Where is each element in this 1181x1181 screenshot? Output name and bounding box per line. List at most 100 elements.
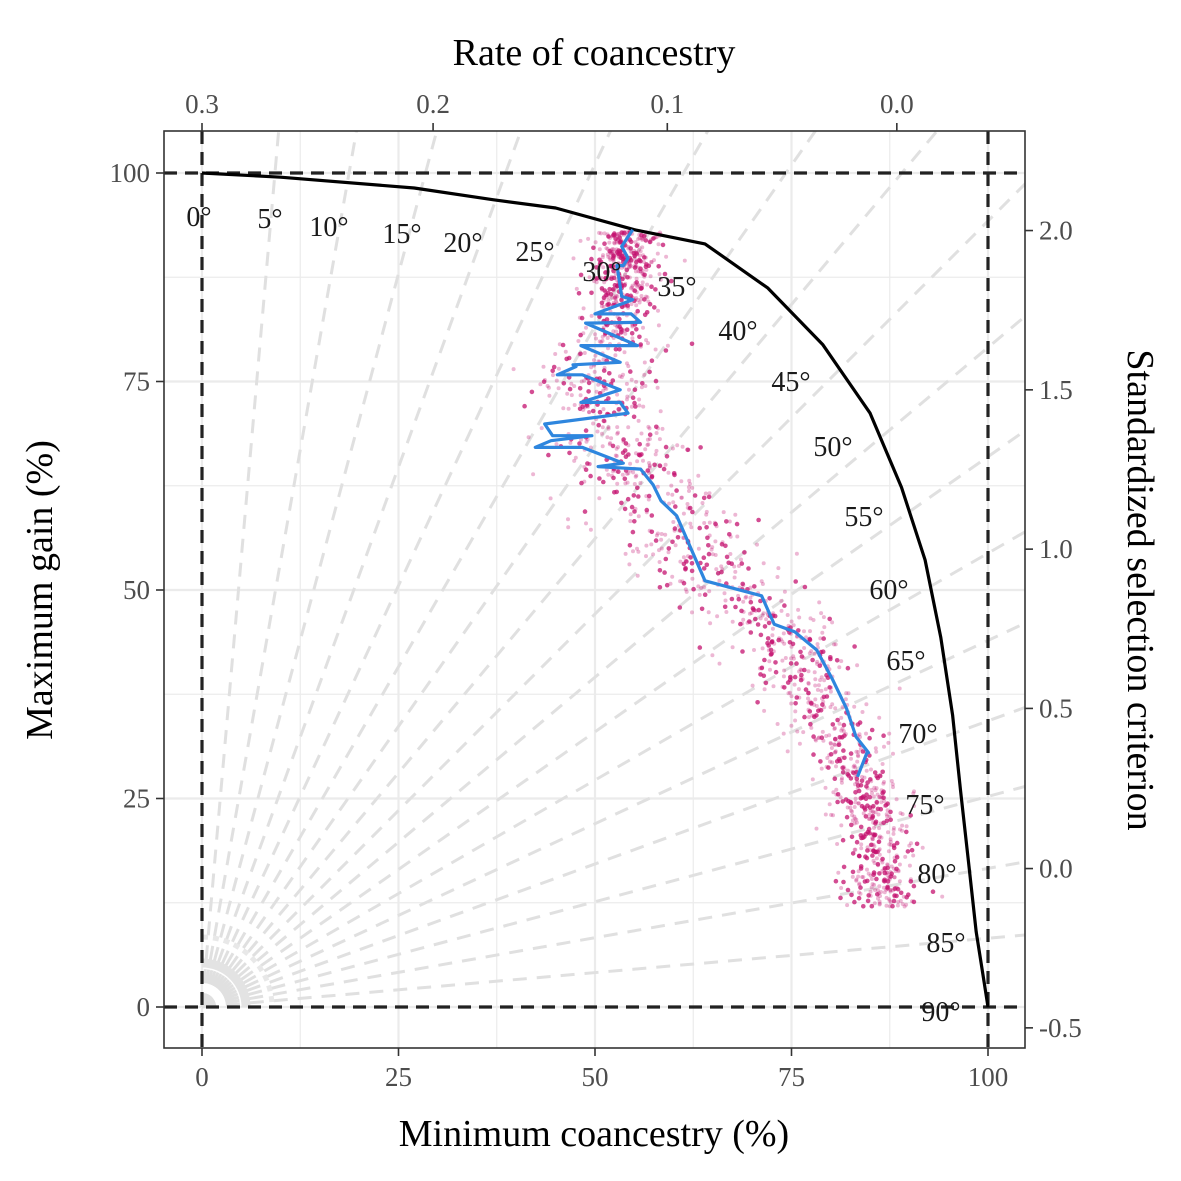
replicate-point [644,554,648,559]
replicate-point [827,685,832,690]
replicate-point [601,253,605,258]
replicate-point [874,786,879,791]
replicate-point [897,862,902,867]
replicate-point [611,249,616,254]
replicate-point [619,238,624,243]
replicate-point [644,507,650,513]
replicate-point [866,871,871,876]
replicate-point [642,272,647,278]
replicate-point [634,259,639,265]
replicate-point [860,835,866,840]
replicate-point [666,491,670,496]
replicate-point [756,517,761,523]
y2-axis-title: Standardized selection criterion [1119,349,1161,830]
replicate-point [614,454,619,458]
replicate-point [858,891,863,896]
replicate-point [636,514,641,519]
replicate-point [611,475,616,481]
replicate-point [556,366,561,371]
replicate-point [614,329,619,334]
replicate-point [806,715,811,720]
replicate-point [578,272,584,278]
replicate-point [850,869,856,875]
replicate-point [614,240,619,245]
replicate-point [880,856,885,862]
replicate-point [890,903,895,909]
replicate-point [821,694,827,700]
replicate-point [628,293,633,299]
replicate-point [625,303,630,308]
replicate-point [864,731,868,736]
replicate-point [877,826,882,831]
replicate-point [739,561,745,566]
replicate-point [631,251,637,256]
replicate-point [633,506,638,511]
replicate-point [743,595,748,600]
replicate-point [845,665,851,671]
replicate-point [640,237,645,242]
replicate-point [713,553,718,557]
replicate-point [633,282,638,287]
replicate-point [854,839,860,845]
replicate-point [646,442,651,447]
replicate-point [765,636,771,641]
replicate-point [861,875,866,880]
replicate-point [788,690,792,695]
y2-tick-label: 0.0 [1039,854,1073,884]
angle-label: 80° [917,859,956,890]
replicate-point [813,677,818,682]
replicate-point [612,490,617,495]
axes-layer: 0 25 50 75 100 0 25 50 75 100 0.3 0.2 0.1 0.0 2.0 1.5 1.… [110,89,1082,1092]
replicate-point [856,788,862,794]
replicate-point [687,489,691,493]
replicate-point [643,238,649,243]
replicate-point [783,656,788,660]
replicate-point [839,823,844,828]
replicate-point [851,770,856,776]
replicate-point [881,781,886,786]
replicate-point [565,391,570,396]
replicate-point [686,554,690,559]
replicate-point [839,780,844,785]
replicate-point [867,812,872,817]
replicate-point [602,294,607,299]
replicate-point [630,529,636,535]
replicate-point [641,458,645,463]
replicate-point [758,632,764,638]
replicate-point [798,677,804,683]
replicate-point [862,775,867,780]
series-lines-layer [201,171,990,1008]
replicate-point [857,720,863,725]
replicate-point [554,442,559,447]
replicate-point [619,500,624,506]
replicate-point [626,364,631,369]
replicate-point [845,887,851,893]
replicate-point [860,710,865,714]
replicate-point [733,512,738,517]
replicate-point [781,731,786,736]
replicate-point [789,656,793,661]
replicate-point [609,249,614,254]
replicate-point [584,439,589,444]
replicate-point [707,589,712,594]
replicate-point [625,480,630,485]
replicate-point [619,375,624,380]
replicate-point [721,510,726,515]
replicate-point [905,849,911,854]
replicate-point [629,504,635,510]
replicate-point [646,341,650,346]
replicate-point [586,389,591,394]
replicate-point [622,229,627,234]
replicate-point [877,794,882,799]
replicate-point [663,462,668,467]
replicate-point [789,644,794,649]
replicate-point [649,474,655,480]
replicate-point [689,341,695,347]
replicate-point [602,365,607,370]
replicate-point [748,630,754,635]
replicate-point [872,833,877,838]
replicate-point [610,247,615,251]
replicate-point [684,589,689,594]
replicate-point [607,371,612,376]
replicate-point [824,734,829,738]
